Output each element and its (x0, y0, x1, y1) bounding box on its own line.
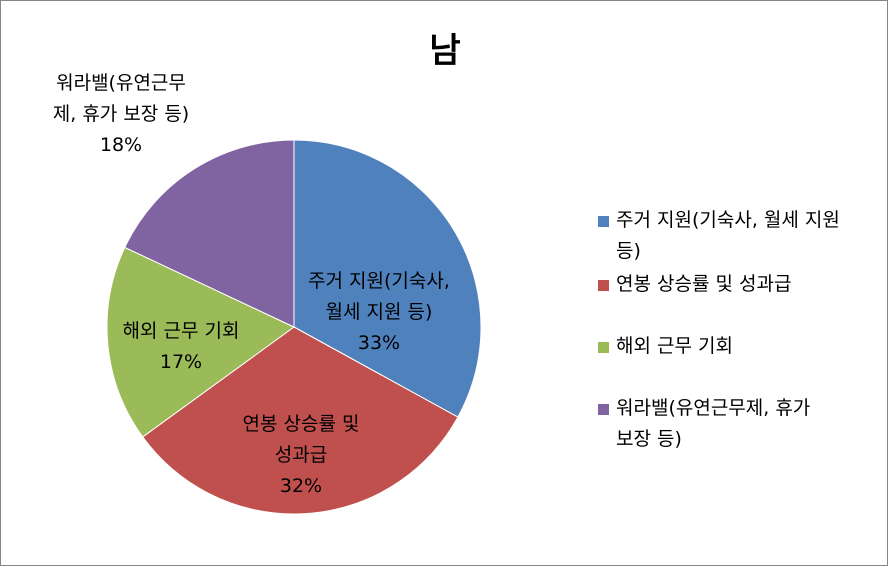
slice-label-line: 제, 휴가 보장 등) (52, 103, 190, 125)
legend-label-line: 등) (616, 240, 641, 262)
pie-slice-overseas (106, 246, 295, 438)
slice-label-line: 해외 근무 기회 (122, 320, 240, 342)
legend: 주거 지원(기숙사, 월세 지원 등) 연봉 상승률 및 성과급 해외 근무 기… (598, 205, 878, 455)
slice-percent: 18% (99, 134, 143, 156)
legend-swatch (598, 280, 609, 291)
slice-percent: 17% (159, 351, 203, 373)
legend-label-line: 보장 등) (616, 428, 682, 450)
legend-item-salary: 연봉 상승률 및 성과급 (598, 269, 878, 300)
pie-slice-housing (293, 139, 482, 418)
slice-label-worklife: 워라밸(유연근무 제, 휴가 보장 등) 18% (21, 68, 221, 161)
slice-label-line: 성과급 (274, 444, 328, 466)
slice-label-line: 연봉 상승률 및 (242, 413, 360, 435)
pie-slice-salary (142, 326, 459, 515)
legend-label-line: 해외 근무 기회 (616, 335, 733, 357)
legend-swatch (598, 342, 609, 353)
slice-label-line: 월세 지원 등) (325, 301, 433, 323)
slice-percent: 32% (279, 475, 323, 497)
slice-percent: 33% (357, 332, 401, 354)
legend-label-line: 연봉 상승률 및 성과급 (616, 273, 792, 295)
slice-label-overseas: 해외 근무 기회 17% (101, 316, 261, 378)
slice-label-line: 주거 지원(기숙사, (308, 270, 450, 292)
legend-swatch (598, 216, 609, 227)
legend-label-line: 워라밸(유연근무제, 휴가 (616, 397, 811, 419)
slice-label-line: 워라밸(유연근무 (56, 72, 186, 94)
slice-label-salary: 연봉 상승률 및 성과급 32% (211, 409, 391, 502)
chart-title: 남 (429, 31, 461, 71)
legend-item-worklife: 워라밸(유연근무제, 휴가 보장 등) (598, 393, 878, 455)
legend-swatch (598, 404, 609, 415)
pie-slice-worklife (124, 139, 295, 328)
legend-item-overseas: 해외 근무 기회 (598, 331, 878, 362)
slice-label-housing: 주거 지원(기숙사, 월세 지원 등) 33% (284, 266, 474, 359)
legend-item-housing: 주거 지원(기숙사, 월세 지원 등) (598, 205, 878, 267)
legend-label-line: 주거 지원(기숙사, 월세 지원 (616, 209, 840, 231)
